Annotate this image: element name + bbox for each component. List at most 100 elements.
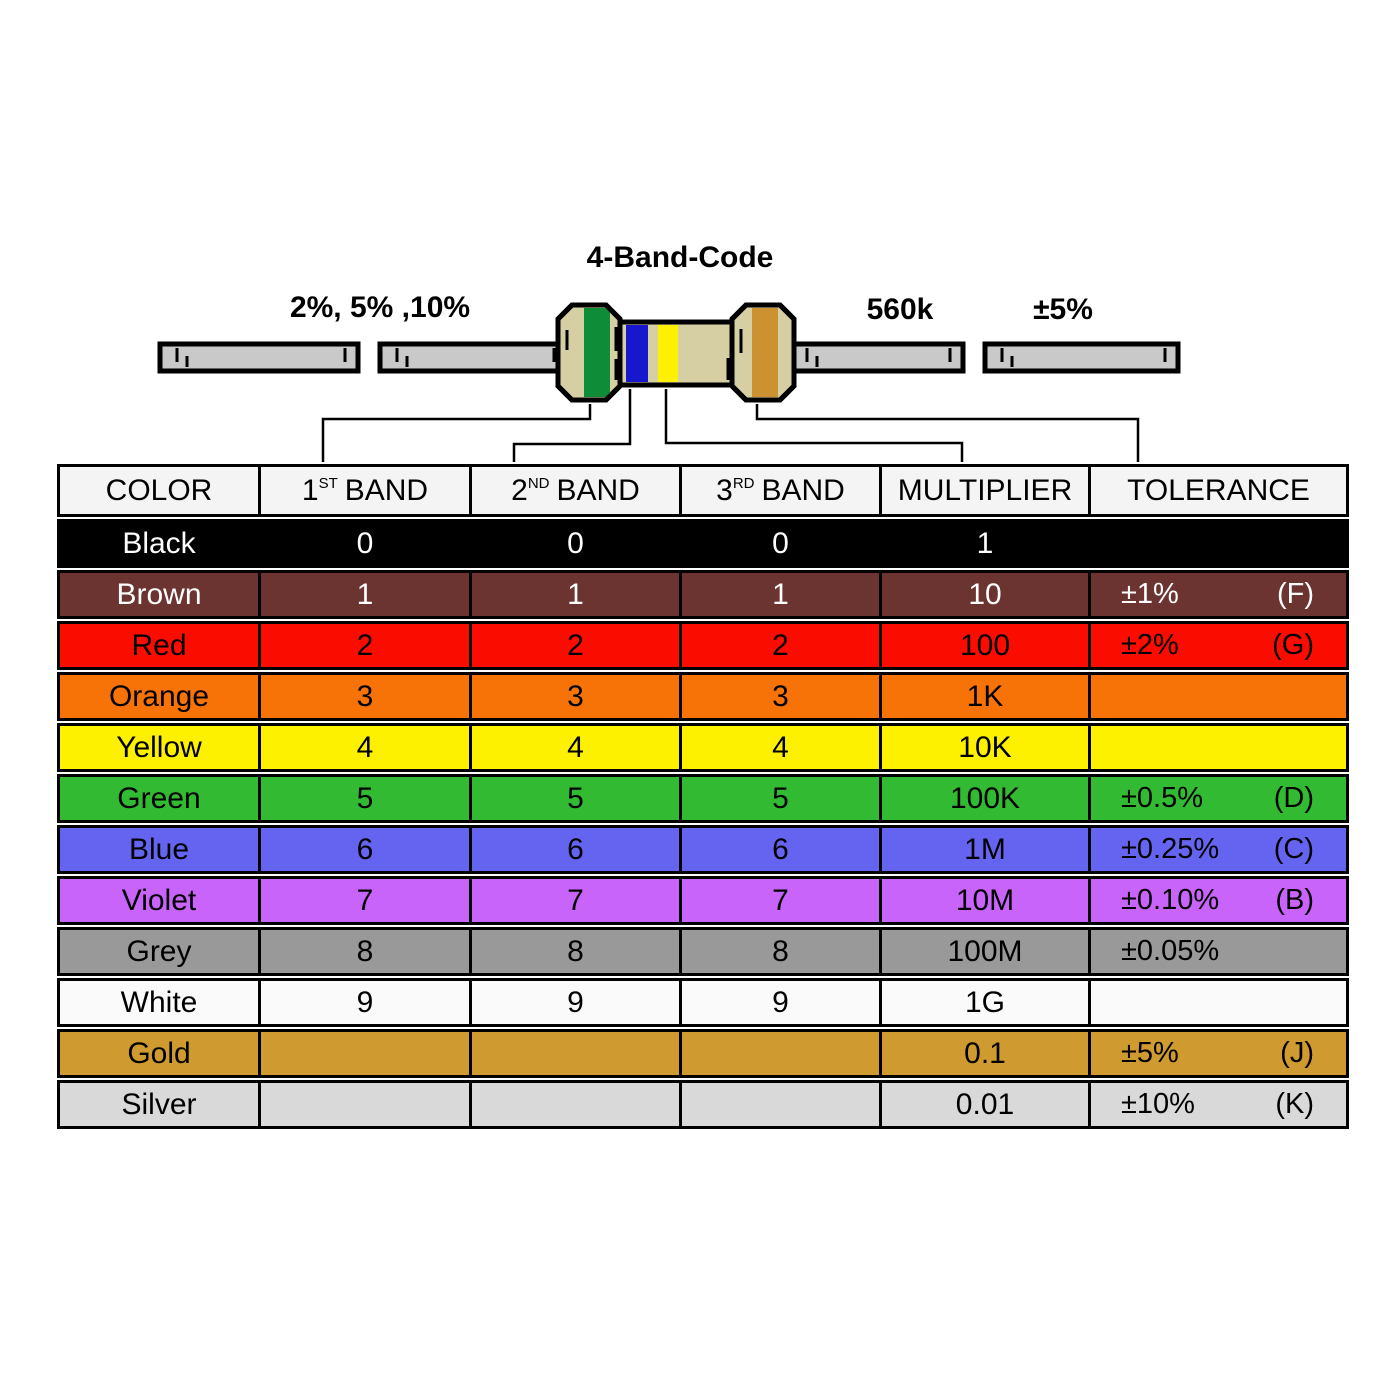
tolerance-cell: ±0.10% (B) [1091, 879, 1346, 922]
tolerance-value: ±0.10% [1121, 884, 1220, 916]
leader-line-first-band [321, 404, 592, 462]
header-band1: 1 ST BAND [261, 467, 472, 514]
tolerance-value: ±0.5% [1121, 782, 1204, 814]
multiplier-value: 0.1 [882, 1032, 1091, 1075]
multiplier-value: 100 [882, 624, 1091, 667]
tolerance-letter: (B) [1275, 884, 1314, 916]
band3-value: 1 [682, 573, 882, 616]
tolerance-letter: (F) [1276, 578, 1314, 610]
color-name: Red [60, 624, 261, 667]
header-color: COLOR [60, 467, 261, 514]
tolerance-letter: (K) [1275, 1088, 1314, 1120]
resistor-right-cap [726, 302, 797, 403]
color-name: Green [60, 777, 261, 820]
color-code-table: COLOR 1 ST BAND 2 ND BAND 3 RD BAND MULTIPLIER… [57, 464, 1349, 1129]
color-name: Brown [60, 573, 261, 616]
band2-value: 5 [472, 777, 682, 820]
header-band3: 3 RD BAND [682, 467, 882, 514]
tolerance-cell: ±5% (J) [1091, 1032, 1346, 1075]
band2-value: 2 [472, 624, 682, 667]
band3-value: 5 [682, 777, 882, 820]
color-name: Silver [60, 1083, 261, 1126]
tolerance-value: ±1% [1121, 578, 1179, 610]
tolerance-cell: ±10% (K) [1091, 1083, 1346, 1126]
band3-value: 9 [682, 981, 882, 1024]
band3-value: 6 [682, 828, 882, 871]
band3-value: 7 [682, 879, 882, 922]
tolerance-cell [1091, 522, 1346, 565]
leader-line-tolerance [755, 404, 1140, 462]
leader-line-second-band [512, 389, 632, 462]
tolerance-cell: ±2% (G) [1091, 624, 1346, 667]
band2-value [472, 1083, 682, 1126]
multiplier-value: 1G [882, 981, 1091, 1024]
color-name: Blue [60, 828, 261, 871]
multiplier-value: 10K [882, 726, 1091, 769]
band1-value [261, 1083, 472, 1126]
band1-value: 4 [261, 726, 472, 769]
table-row-red: Red 2 2 2 100 ±2% (G) [57, 621, 1349, 670]
page-title: 4-Band-Code [586, 241, 774, 274]
table-row-yellow: Yellow 4 4 4 10K [57, 723, 1349, 772]
lead-wire-left [377, 341, 570, 374]
band2-value: 8 [472, 930, 682, 973]
tolerance-cell: ±0.25% (C) [1091, 828, 1346, 871]
color-name: Black [60, 522, 261, 565]
tolerance-cell [1091, 981, 1346, 1024]
tolerance-value: ±5% [1121, 1037, 1179, 1069]
header-multiplier: MULTIPLIER [882, 467, 1091, 514]
first-band-green [584, 308, 610, 397]
color-name: Yellow [60, 726, 261, 769]
multiplier-value: 100K [882, 777, 1091, 820]
band2-value: 9 [472, 981, 682, 1024]
tolerance-letter: (D) [1273, 782, 1314, 814]
lead-wire-far-left [157, 341, 361, 374]
resistor-body [555, 302, 797, 403]
band3-value [682, 1032, 882, 1075]
band2-value: 1 [472, 573, 682, 616]
resistance-value-label: 560k [866, 293, 934, 326]
band1-value: 6 [261, 828, 472, 871]
band3-value: 8 [682, 930, 882, 973]
table-row-blue: Blue 6 6 6 1M ±0.25% (C) [57, 825, 1349, 874]
color-name: Violet [60, 879, 261, 922]
leader-lines [321, 389, 1140, 462]
band2-value: 7 [472, 879, 682, 922]
band3-value [682, 1083, 882, 1126]
tolerance-letter: (C) [1273, 833, 1314, 865]
table-row-grey: Grey 8 8 8 100M ±0.05% [57, 927, 1349, 976]
multiplier-band-yellow [658, 325, 678, 382]
leader-line-multiplier [664, 389, 964, 462]
table-row-green: Green 5 5 5 100K ±0.5% (D) [57, 774, 1349, 823]
band2-value: 6 [472, 828, 682, 871]
band3-value: 4 [682, 726, 882, 769]
band3-value: 0 [682, 522, 882, 565]
band2-value: 4 [472, 726, 682, 769]
color-name: White [60, 981, 261, 1024]
color-name: Grey [60, 930, 261, 973]
header-band2: 2 ND BAND [472, 467, 682, 514]
lead-wire-right [787, 341, 966, 374]
tolerance-value: ±10% [1121, 1088, 1195, 1120]
tolerance-value: ±0.05% [1121, 935, 1220, 967]
table-row-black: Black 0 0 0 1 [57, 519, 1349, 568]
band1-value: 0 [261, 522, 472, 565]
second-band-blue [626, 325, 648, 382]
band1-value: 9 [261, 981, 472, 1024]
band1-value: 5 [261, 777, 472, 820]
multiplier-value: 1M [882, 828, 1091, 871]
tolerance-value: ±2% [1121, 629, 1179, 661]
color-name: Gold [60, 1032, 261, 1075]
table-row-orange: Orange 3 3 3 1K [57, 672, 1349, 721]
tolerance-cell [1091, 675, 1346, 718]
multiplier-value: 1K [882, 675, 1091, 718]
header-tolerance: TOLERANCE [1127, 473, 1310, 507]
tolerance-letter: (J) [1280, 1037, 1314, 1069]
tolerance-letter: (G) [1272, 629, 1314, 661]
multiplier-value: 10M [882, 879, 1091, 922]
band1-value: 1 [261, 573, 472, 616]
band1-value: 3 [261, 675, 472, 718]
table-row-white: White 9 9 9 1G [57, 978, 1349, 1027]
table-row-violet: Violet 7 7 7 10M ±0.10% (B) [57, 876, 1349, 925]
multiplier-value: 100M [882, 930, 1091, 973]
